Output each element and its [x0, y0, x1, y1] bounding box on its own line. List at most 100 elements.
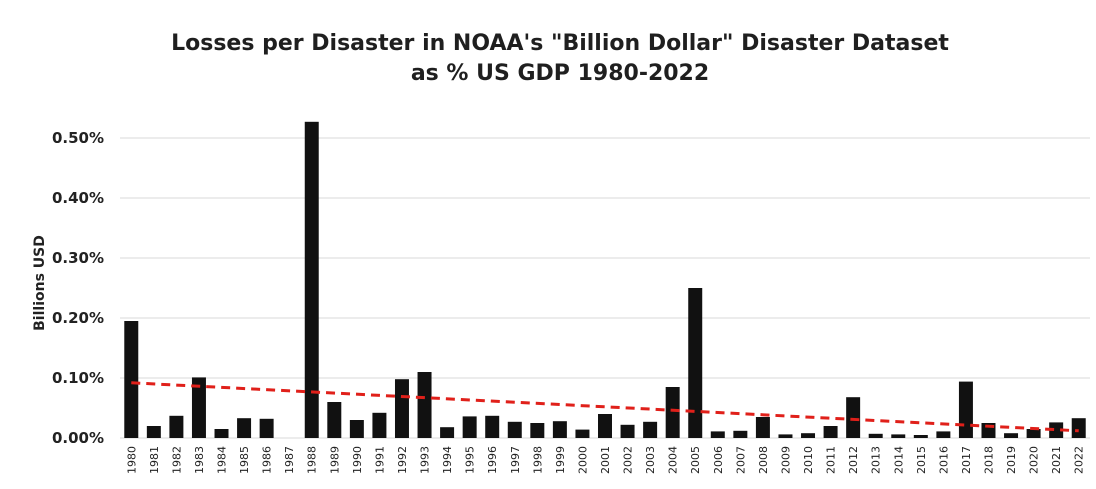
- x-tick-label: 2022: [1073, 446, 1086, 474]
- x-tick-label: 1994: [441, 446, 454, 474]
- x-tick-label: 2008: [757, 446, 770, 474]
- x-tick-label: 1983: [193, 446, 206, 474]
- y-axis-label: Billions USD: [32, 235, 48, 331]
- bar-1990: [349, 420, 364, 438]
- bar-1994: [440, 427, 455, 438]
- bar-1993: [417, 372, 432, 438]
- bar-1982: [169, 415, 184, 438]
- bar-1997: [507, 421, 522, 438]
- x-axis-ticks: 1980 1981 1982 1983 1984 1985 1986 1987 1988 1989…: [125, 446, 1085, 474]
- x-tick-label: 2018: [982, 446, 995, 474]
- bar-2001: [598, 414, 612, 438]
- x-tick-label: 2012: [847, 446, 860, 474]
- bar-1996: [485, 415, 500, 438]
- trendline-group: [131, 381, 1079, 433]
- x-tick-label: 1993: [419, 446, 432, 474]
- bar-2016: [936, 431, 951, 438]
- x-tick-label: 1998: [531, 446, 544, 474]
- bar-2020: [1026, 429, 1041, 438]
- x-tick-label: 2014: [892, 446, 905, 474]
- bar-2008: [755, 417, 770, 438]
- bar-2014: [891, 434, 906, 438]
- x-tick-label: 2000: [576, 446, 589, 474]
- x-tick-label: 1987: [283, 446, 296, 474]
- x-tick-label: 1980: [125, 446, 138, 474]
- bar-1988: [304, 121, 319, 439]
- bar-2006: [710, 431, 725, 438]
- x-tick-label: 2017: [960, 446, 973, 474]
- x-tick-label: 1989: [328, 446, 341, 474]
- y-tick-label: 0.40%: [52, 189, 104, 207]
- bar-1995: [462, 416, 477, 438]
- x-tick-label: 2021: [1050, 446, 1063, 474]
- bar-1980: [124, 321, 139, 438]
- chart-title-line-1: Losses per Disaster in NOAA's "Billion D…: [171, 31, 949, 56]
- bar-2021: [1049, 422, 1064, 438]
- bar-2004: [665, 387, 680, 438]
- x-tick-label: 2006: [712, 446, 725, 474]
- x-tick-label: 1999: [554, 446, 567, 474]
- x-tick-label: 2007: [734, 446, 747, 474]
- x-tick-label: 1996: [486, 446, 499, 474]
- x-tick-label: 1982: [170, 446, 183, 474]
- x-tick-label: 2002: [622, 446, 635, 474]
- bar-1983: [191, 377, 206, 438]
- bar-2009: [778, 434, 793, 438]
- y-tick-label: 0.10%: [52, 369, 104, 387]
- x-tick-label: 1985: [238, 446, 251, 474]
- bar-1999: [552, 421, 567, 438]
- x-tick-label: 1991: [373, 446, 386, 474]
- bar-1981: [146, 426, 161, 438]
- y-tick-label: 0.30%: [52, 249, 104, 267]
- x-tick-label: 2016: [937, 446, 950, 474]
- x-tick-label: 2011: [825, 446, 838, 474]
- bar-2022: [1071, 418, 1086, 438]
- y-tick-label: 0.00%: [52, 429, 104, 447]
- bar-2012: [846, 397, 861, 438]
- bar-2010: [801, 433, 816, 438]
- x-tick-label: 2020: [1028, 446, 1041, 474]
- x-tick-label: 2015: [915, 446, 928, 474]
- gridlines: [120, 137, 1090, 439]
- x-tick-label: 1997: [509, 446, 522, 474]
- bar-2005: [688, 288, 703, 438]
- trendline: [131, 381, 1079, 433]
- x-tick-label: 2001: [599, 446, 612, 474]
- x-tick-label: 1986: [261, 446, 274, 474]
- bars: [124, 121, 1086, 439]
- x-tick-label: 2005: [689, 446, 702, 474]
- chart-title: Losses per Disaster in NOAA's "Billion D…: [171, 31, 949, 86]
- x-tick-label: 1992: [396, 446, 409, 474]
- bar-2003: [643, 421, 658, 438]
- bar-2019: [1004, 433, 1019, 438]
- bar-2007: [733, 430, 748, 438]
- bar-1985: [237, 418, 252, 438]
- bar-1991: [372, 412, 387, 438]
- chart-title-line-2: as % US GDP 1980-2022: [411, 61, 709, 86]
- x-tick-label: 2019: [1005, 446, 1018, 474]
- bar-2000: [575, 429, 590, 438]
- x-tick-label: 2010: [802, 446, 815, 474]
- bar-1984: [214, 429, 229, 438]
- bar-1998: [530, 423, 545, 438]
- x-tick-label: 1990: [351, 446, 364, 474]
- bar-2011: [823, 426, 838, 438]
- x-tick-label: 1988: [306, 446, 319, 474]
- x-tick-label: 1995: [464, 446, 477, 474]
- bar-2015: [913, 435, 928, 438]
- x-tick-label: 2004: [667, 446, 680, 474]
- y-tick-label: 0.50%: [52, 129, 104, 147]
- bar-2002: [620, 424, 635, 438]
- bar-2017: [958, 381, 973, 438]
- x-tick-label: 2013: [870, 446, 883, 474]
- y-tick-label: 0.20%: [52, 309, 104, 327]
- bar-2013: [868, 433, 883, 438]
- x-tick-label: 1981: [148, 446, 161, 474]
- bar-1986: [259, 418, 274, 438]
- bar-1989: [327, 402, 342, 438]
- y-axis-ticks: 0.00% 0.10% 0.20% 0.30% 0.40% 0.50%: [52, 129, 104, 447]
- x-tick-label: 2009: [779, 446, 792, 474]
- bar-1992: [394, 379, 409, 438]
